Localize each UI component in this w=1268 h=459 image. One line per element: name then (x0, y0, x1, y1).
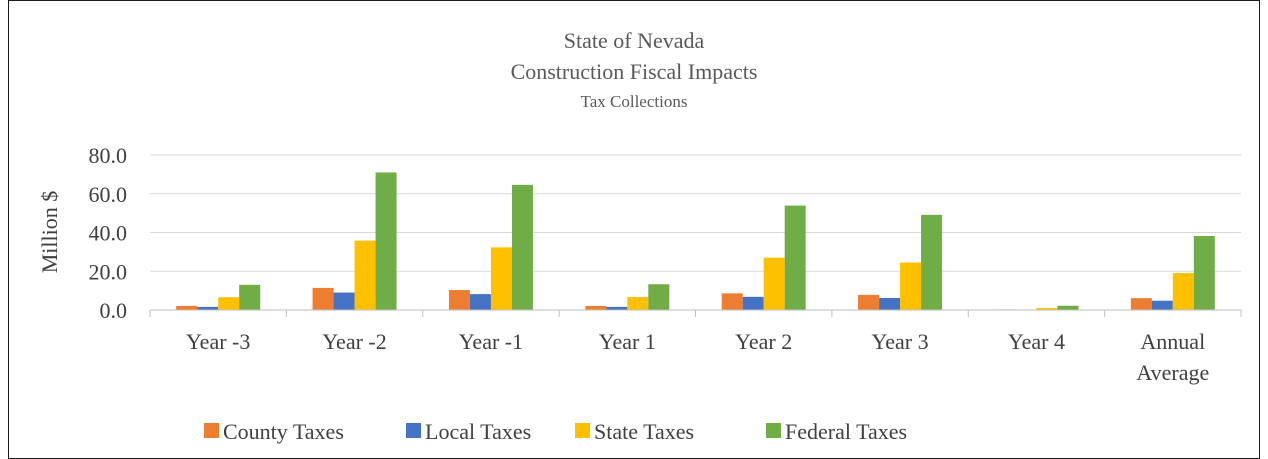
y-tick-label: 0.0 (100, 298, 128, 323)
y-axis-ticks: 0.0 20.0 40.0 60.0 80.0 (89, 143, 128, 323)
x-tick-label: Year -3 (186, 329, 250, 354)
x-axis: Year -3 Year -2 Year -1 Year 1 Year 2 Year 3 Y… (149, 309, 1242, 385)
bar (921, 214, 943, 310)
legend-label: Federal Taxes (785, 419, 907, 444)
bar (176, 305, 198, 310)
legend: County Taxes Local Taxes State Taxes Federa… (204, 419, 907, 444)
bars (176, 172, 1215, 310)
bar (1172, 272, 1194, 310)
x-tick-label: Year -1 (459, 329, 523, 354)
bar (1130, 298, 1152, 310)
bar (511, 184, 533, 310)
gridlines (150, 154, 1241, 272)
x-tick-label: Annual (1140, 329, 1205, 354)
y-axis-label: Million $ (37, 191, 62, 274)
chart-subtitle: Construction Fiscal Impacts (511, 59, 758, 84)
bar (1036, 308, 1058, 310)
bar (375, 172, 397, 310)
y-tick-label: 80.0 (89, 143, 128, 168)
y-tick-label: 20.0 (89, 259, 128, 284)
bar (879, 297, 901, 310)
legend-swatch (766, 423, 781, 438)
bar (333, 292, 355, 310)
x-tick-label: Year 1 (599, 329, 656, 354)
x-tick-label: Year 2 (735, 329, 792, 354)
bar (197, 306, 219, 310)
chart-subtitle-2: Tax Collections (581, 92, 688, 111)
bar (218, 297, 240, 310)
bar (721, 293, 743, 310)
bar (1193, 235, 1215, 310)
bar (354, 240, 376, 310)
legend-swatch (204, 423, 219, 438)
bar (1151, 300, 1173, 310)
bar (490, 247, 512, 310)
y-tick-label: 40.0 (89, 221, 128, 246)
bar (648, 284, 670, 310)
bar (239, 284, 261, 310)
legend-label: Local Taxes (425, 419, 531, 444)
legend-swatch (575, 423, 590, 438)
bar (900, 262, 922, 310)
legend-label: State Taxes (594, 419, 694, 444)
bar (469, 294, 491, 310)
bar (784, 205, 806, 310)
bar (858, 294, 880, 310)
legend-swatch (406, 423, 421, 438)
x-tick-label: Year 4 (1008, 329, 1065, 354)
x-tick-label: Year -2 (322, 329, 386, 354)
bar (627, 297, 649, 310)
bar (742, 296, 764, 310)
bar (448, 290, 470, 310)
bar (312, 287, 334, 310)
chart-frame (8, 0, 1260, 459)
y-tick-label: 60.0 (89, 182, 128, 207)
legend-label: County Taxes (223, 419, 344, 444)
bar (606, 306, 628, 310)
x-tick-label: Year 3 (872, 329, 929, 354)
chart-title: State of Nevada (564, 28, 705, 53)
x-tick-label: Average (1136, 360, 1209, 385)
bar (763, 257, 785, 310)
bar (1057, 305, 1079, 310)
bar (585, 305, 607, 310)
